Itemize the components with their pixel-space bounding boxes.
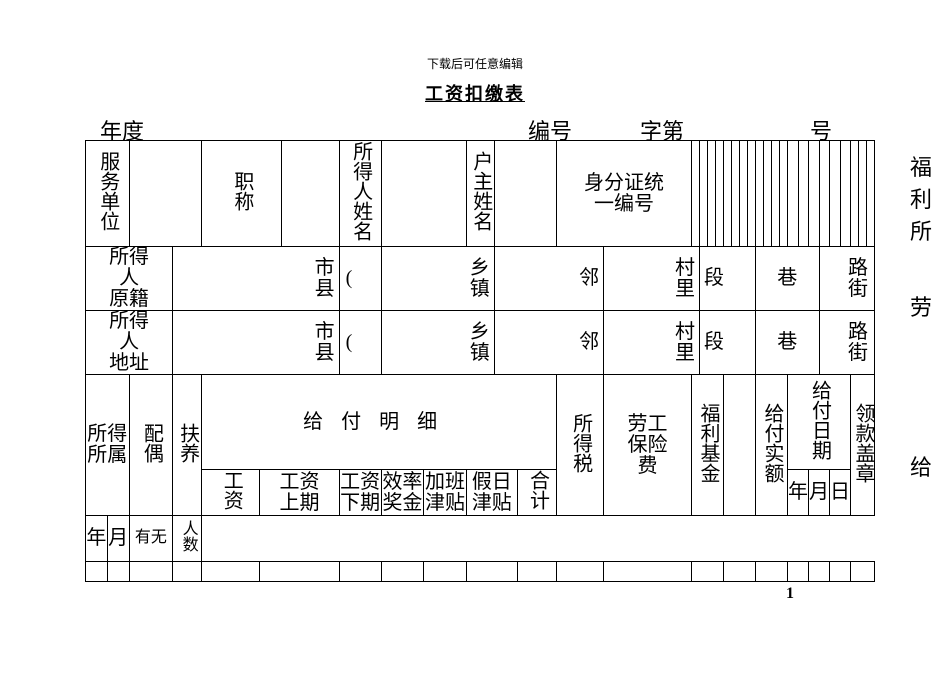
- label-xiang2b: 巷: [756, 311, 820, 375]
- label-gzsq: 工资上期: [279, 471, 319, 514]
- label-lu2: 路: [848, 321, 868, 343]
- label-n2: 年: [788, 470, 809, 516]
- label-y2: 月: [809, 470, 830, 516]
- label-lkgz: 领款盖章: [852, 403, 873, 483]
- label-sfzbh: 身分证统一编号: [584, 172, 664, 215]
- label-hj: 合计: [526, 470, 547, 510]
- label-nian: 年: [86, 516, 108, 562]
- label-jbjt: 加班津贴: [425, 471, 465, 514]
- label-fwdw: 服务单位: [97, 151, 118, 231]
- page-number: 1: [786, 585, 794, 603]
- label-duan: 段: [700, 247, 756, 311]
- form-title: 工资扣缴表: [0, 72, 950, 114]
- label-lin: 邻: [494, 247, 603, 311]
- label-cun2: 村: [675, 321, 695, 343]
- label-lin2: 邻: [494, 311, 603, 375]
- label-sdss: 所得所属: [87, 423, 127, 466]
- label-r2: 日: [830, 470, 851, 516]
- label-lu: 路: [848, 257, 868, 279]
- label-lp2: (: [339, 311, 381, 375]
- label-zhen-b: 镇: [470, 342, 490, 364]
- label-xian2: 县: [315, 342, 335, 364]
- label-sdrxm: 所得人姓名: [350, 141, 371, 241]
- label-sds: 所得税: [570, 413, 591, 473]
- label-sdryj: 所得人原籍: [109, 246, 149, 310]
- label-jie: 街: [848, 278, 868, 300]
- label-sdrdz: 所得人地址: [109, 310, 149, 374]
- label-xiang: 乡: [470, 257, 490, 279]
- label-gzxq: 工资下期: [340, 471, 380, 514]
- label-gfrq: 给付日期: [809, 380, 830, 460]
- edit-notice: 下载后可任意编辑: [0, 0, 950, 72]
- label-li2: 里: [675, 342, 695, 364]
- header-row: 年度 编号 字第 号: [0, 114, 950, 142]
- label-hzxm: 户主姓名: [470, 151, 491, 231]
- label-shi: 市: [315, 257, 335, 279]
- label-lp: (: [339, 247, 381, 311]
- label-zhen: 镇: [470, 278, 490, 300]
- label-youw: 有无: [129, 516, 173, 562]
- label-jie2: 街: [848, 342, 868, 364]
- label-gfse: 给付实额: [761, 403, 782, 483]
- right-text-3: 给: [910, 450, 932, 482]
- label-shi2: 市: [315, 321, 335, 343]
- label-xiang2: 巷: [756, 247, 820, 311]
- right-text-2: 劳: [910, 290, 932, 322]
- right-text-1: 福利所: [910, 150, 932, 246]
- label-li: 里: [675, 278, 695, 300]
- label-rs: 人数: [179, 520, 196, 552]
- label-xian: 县: [315, 278, 335, 300]
- label-po: 配偶: [140, 423, 161, 463]
- label-yue: 月: [107, 516, 129, 562]
- label-fy: 扶养: [177, 423, 198, 463]
- label-zc: 职称: [231, 171, 252, 211]
- label-gfmx: 给付明细: [202, 375, 557, 470]
- label-lgbxf: 劳工保险费: [628, 413, 668, 477]
- main-form-table: 服务单位 职称 所得人姓名 户主姓名 身分证统一编号 所得人原籍 市 县 ( 乡…: [85, 140, 875, 582]
- label-gz: 工资: [220, 470, 241, 510]
- label-fljj: 福利基金: [697, 403, 718, 483]
- label-xiang-b: 乡: [470, 321, 490, 343]
- label-duan2: 段: [700, 311, 756, 375]
- label-jrjt: 假日津贴: [472, 471, 512, 514]
- label-xljj: 效率奖金: [382, 471, 422, 514]
- label-cun: 村: [675, 257, 695, 279]
